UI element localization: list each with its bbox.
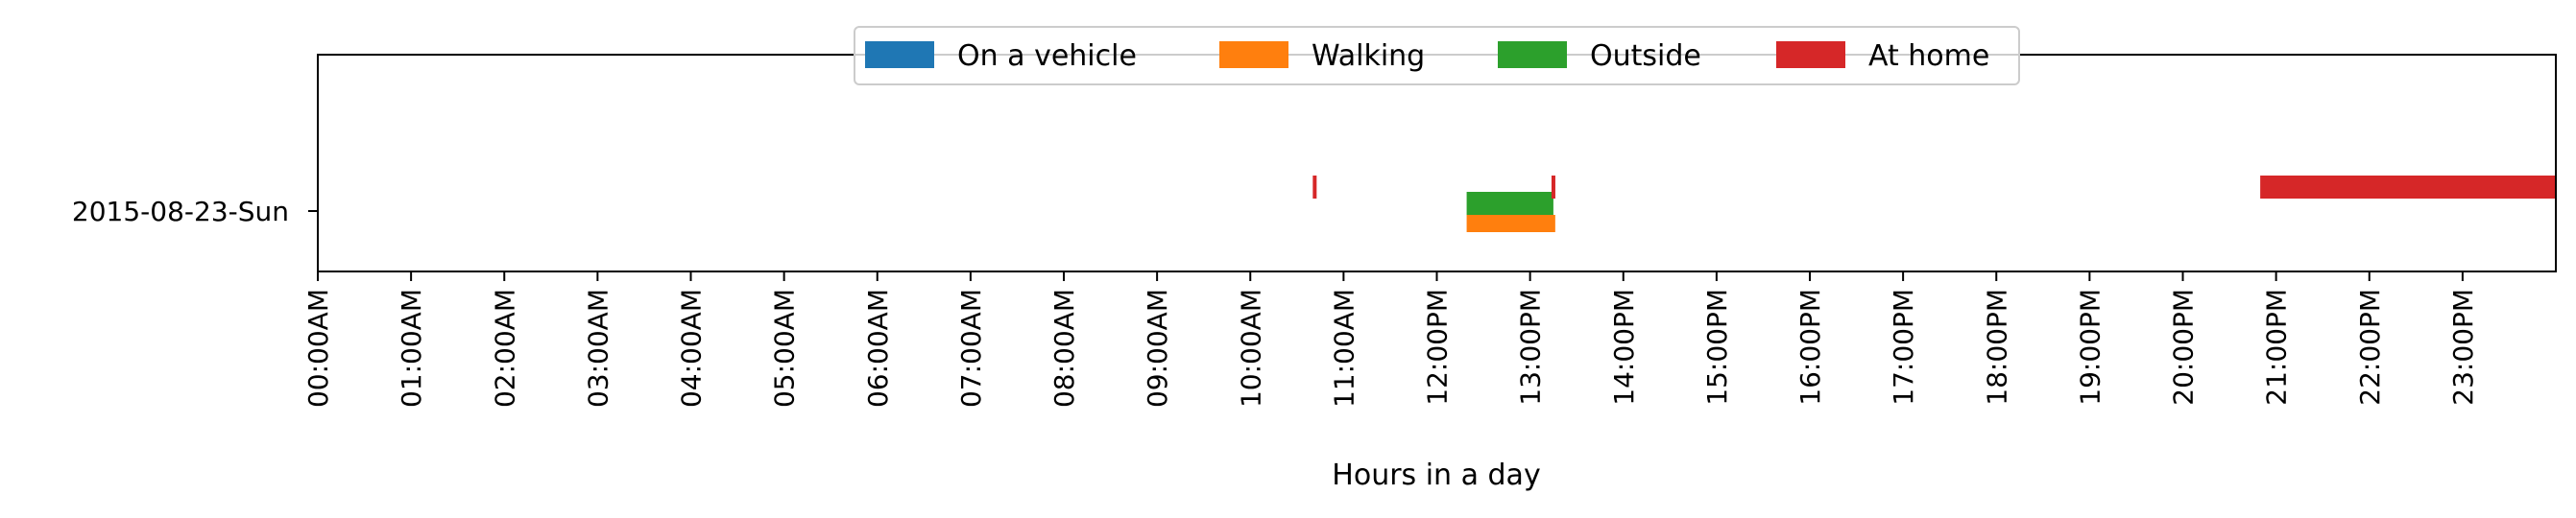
x-tick-label: 16:00PM bbox=[1794, 289, 1826, 406]
legend-label-on-a-vehicle: On a vehicle bbox=[957, 39, 1137, 73]
x-tick-label: 07:00AM bbox=[955, 289, 987, 408]
legend-box bbox=[854, 26, 2020, 85]
x-tick-label: 12:00PM bbox=[1422, 289, 1454, 406]
x-axis-title: Hours in a day bbox=[1332, 459, 1540, 492]
y-axis-ticks: 2015-08-23-Sun bbox=[72, 196, 318, 227]
x-tick-label: 10:00AM bbox=[1235, 289, 1266, 408]
bar-walking-0 bbox=[1466, 215, 1555, 232]
x-tick-label: 21:00PM bbox=[2261, 289, 2293, 406]
x-tick-label: 00:00AM bbox=[302, 289, 334, 408]
bars-layer bbox=[1312, 176, 2556, 232]
x-tick-label: 22:00PM bbox=[2354, 289, 2386, 406]
x-tick-label: 06:00AM bbox=[862, 289, 894, 408]
x-tick-label: 09:00AM bbox=[1142, 289, 1173, 408]
x-tick-label: 02:00AM bbox=[489, 289, 520, 408]
bar-at-home-0 bbox=[1312, 176, 1317, 199]
x-tick-label: 14:00PM bbox=[1608, 289, 1640, 406]
plot-frame bbox=[317, 54, 2557, 272]
legend-label-outside: Outside bbox=[1590, 39, 1701, 73]
x-tick-label: 17:00PM bbox=[1888, 289, 1919, 406]
legend-swatch-outside bbox=[1498, 41, 1567, 68]
legend-label-at-home: At home bbox=[1868, 39, 1989, 73]
legend-swatch-at-home bbox=[1776, 41, 1845, 68]
x-tick-label: 19:00PM bbox=[2074, 289, 2106, 406]
legend-swatch-walking bbox=[1219, 41, 1288, 68]
legend-swatch-on-a-vehicle bbox=[865, 41, 934, 68]
x-tick-label: 15:00PM bbox=[1701, 289, 1733, 406]
y-tick-label: 2015-08-23-Sun bbox=[72, 196, 289, 227]
x-tick-label: 11:00AM bbox=[1328, 289, 1360, 408]
legend-label-walking: Walking bbox=[1312, 39, 1425, 73]
x-axis-ticks: 00:00AM 01:00AM 02:00AM 03:00AM 04:00AM 05:00… bbox=[302, 271, 2479, 408]
x-tick-label: 05:00AM bbox=[769, 289, 801, 408]
bar-outside-0 bbox=[1466, 192, 1553, 215]
x-tick-label: 13:00PM bbox=[1515, 289, 1547, 406]
x-tick-label: 01:00AM bbox=[396, 289, 427, 408]
bar-at-home-1 bbox=[1551, 176, 1555, 199]
x-tick-label: 20:00PM bbox=[2168, 289, 2200, 406]
x-tick-label: 18:00PM bbox=[1981, 289, 2012, 406]
x-tick-label: 03:00AM bbox=[582, 289, 614, 408]
bar-at-home-2 bbox=[2260, 176, 2556, 199]
legend: On a vehicle Walking Outside At home bbox=[854, 26, 2020, 85]
x-tick-label: 04:00AM bbox=[676, 289, 708, 408]
x-tick-label: 08:00AM bbox=[1048, 289, 1080, 408]
x-tick-label: 23:00PM bbox=[2447, 289, 2479, 406]
